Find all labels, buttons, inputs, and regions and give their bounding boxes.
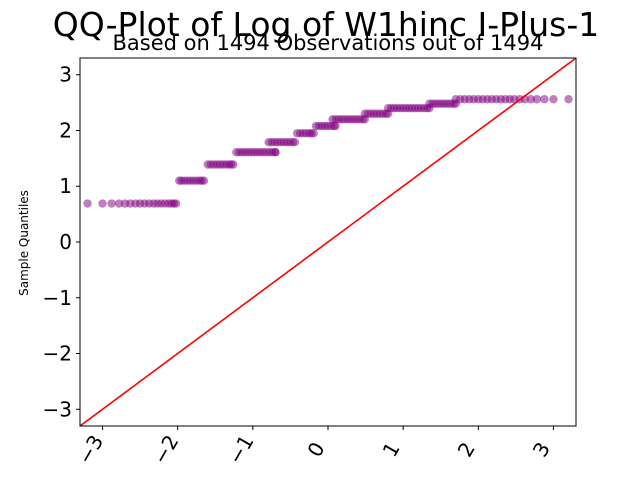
y-tick-label: 0 xyxy=(59,230,72,254)
chart-subtitle: Based on 1494 Observations out of 1494 xyxy=(112,31,543,55)
y-axis: −3 −2 −1 0 1 2 3 xyxy=(43,63,80,421)
data-point xyxy=(309,129,318,138)
data-point xyxy=(331,121,340,131)
marks-layer xyxy=(80,58,576,426)
y-tick-label: 1 xyxy=(59,174,72,198)
data-point xyxy=(107,199,116,208)
data-point xyxy=(83,199,92,208)
y-axis-label: Sample Quantiles xyxy=(17,190,31,296)
data-point xyxy=(549,95,558,104)
y-tick-label: 3 xyxy=(59,63,72,87)
chart-title: QQ-Plot of Log of W1hinc I-Plus-1 xyxy=(53,5,599,44)
data-point xyxy=(114,199,124,208)
data-point xyxy=(271,148,280,157)
data-point xyxy=(199,176,209,185)
data-point xyxy=(229,160,238,169)
data-point xyxy=(540,95,549,104)
y-tick-label: 2 xyxy=(59,118,72,142)
data-point xyxy=(171,199,181,208)
data-point xyxy=(290,137,300,147)
y-tick-label: −1 xyxy=(43,286,72,310)
y-tick-label: −3 xyxy=(43,397,72,421)
data-point xyxy=(564,95,573,104)
data-point xyxy=(98,199,107,208)
data-point xyxy=(532,95,542,104)
y-tick-label: −2 xyxy=(43,342,72,366)
reference-line xyxy=(80,58,576,426)
data-point xyxy=(526,95,536,104)
